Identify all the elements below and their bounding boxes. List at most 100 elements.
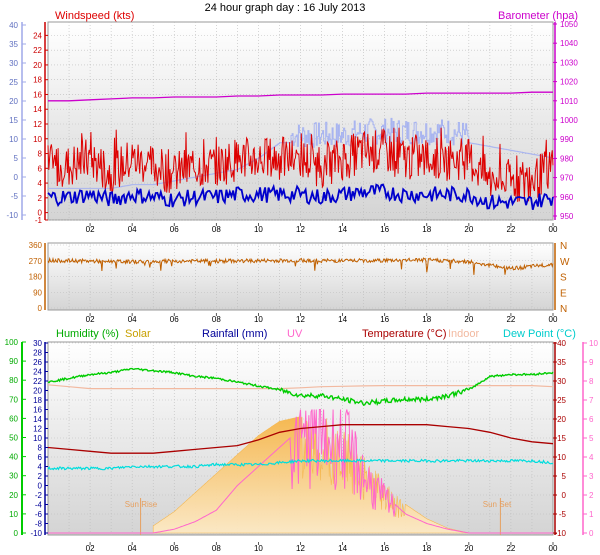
x-tick-label: 08: [212, 315, 221, 324]
rainfall-tick-label: 18: [33, 396, 42, 405]
baro-right-tick-label: 970: [560, 174, 574, 183]
rainfall-tick-label: 20: [33, 387, 42, 396]
humidity-tick-label: 10: [9, 510, 18, 519]
windspeed-axis-title: Windspeed (kts): [55, 10, 134, 22]
humidity-tick-label: 20: [9, 491, 18, 500]
x-tick-label: 02: [86, 315, 95, 324]
uv-tick-label: 5: [589, 434, 594, 443]
x-tick-label: 12: [296, 225, 305, 234]
baro-right-tick-label: 950: [560, 212, 574, 221]
x-tick-label: 02: [86, 225, 95, 234]
outer-left-tick-label: 35: [9, 40, 18, 49]
x-tick-label: 00: [549, 225, 558, 234]
x-tick-label: 06: [170, 225, 179, 234]
temperature-tick-label: 10: [557, 453, 566, 462]
baro-right-tick-label: 980: [560, 154, 574, 163]
uv-tick-label: 8: [589, 377, 594, 386]
x-tick-label: 18: [422, 225, 431, 234]
humidity-tick-label: 90: [9, 357, 18, 366]
x-tick-label: 18: [422, 544, 431, 553]
x-tick-label: 08: [212, 225, 221, 234]
windspeed-line: [47, 127, 554, 202]
multi-legend: Humidity (%) Solar Rainfall (mm) UV Temp…: [56, 328, 576, 340]
wind-direction-line: [47, 256, 554, 275]
x-tick-label: 12: [296, 315, 305, 324]
wind-left-tick-label: 14: [33, 105, 42, 114]
wind-left-tick-label: 22: [33, 46, 42, 55]
sun-set-label: Sun Set: [483, 500, 512, 509]
x-tick-label: 16: [380, 225, 389, 234]
x-tick-label: 10: [254, 225, 263, 234]
dew-point-line: [47, 458, 554, 471]
multi-series: [47, 367, 554, 535]
temperature-tick-label: 30: [557, 377, 566, 386]
direction-axes: 0 N 90 E 180 S 270 W 360 N 02 04 06 08 10 12 14 16 18 20 22 0…: [29, 241, 570, 324]
outer-left-tick-label: 40: [9, 21, 18, 30]
temperature-tick-label: 25: [557, 396, 566, 405]
wind-left-tick-label: 2: [38, 194, 43, 203]
temperature-line: [47, 424, 554, 454]
x-tick-label: 10: [254, 544, 263, 553]
baro-right-tick-label: 960: [560, 193, 574, 202]
x-tick-label: 22: [506, 544, 515, 553]
direction-tick-label: 90: [33, 288, 42, 297]
x-tick-label: 04: [128, 315, 137, 324]
humidity-tick-label: 40: [9, 453, 18, 462]
x-tick-label: 06: [170, 544, 179, 553]
wind-left-tick-label: 18: [33, 76, 42, 85]
compass-label: S: [560, 273, 567, 284]
baro-right-tick-label: 1040: [560, 39, 578, 48]
average-wind-line: [47, 183, 554, 211]
barometer-axis-title: Barometer (hpa): [498, 10, 578, 22]
temperature-tick-label: 40: [557, 339, 566, 348]
humidity-tick-label: 80: [9, 376, 18, 385]
x-tick-label: 04: [128, 544, 137, 553]
x-tick-label: 12: [296, 544, 305, 553]
uv-tick-label: 6: [589, 415, 594, 424]
humidity-line: [47, 367, 554, 407]
humidity-tick-label: 0: [14, 529, 19, 538]
rainfall-tick-label: 10: [33, 434, 42, 443]
rainfall-tick-label: -4: [35, 501, 43, 510]
uv-tick-label: 9: [589, 358, 594, 367]
temperature-tick-label: 15: [557, 434, 566, 443]
temperature-tick-label: 5: [562, 472, 567, 481]
temperature-tick-label: -10: [554, 529, 566, 538]
sun-rise-label: Sun Rise: [125, 500, 158, 509]
uv-tick-label: 7: [589, 396, 594, 405]
rainfall-tick-label: 4: [38, 463, 43, 472]
x-tick-label: 20: [464, 315, 473, 324]
outer-left-tick-label: 5: [14, 154, 19, 163]
temperature-tick-label: 0: [562, 491, 567, 500]
uv-tick-label: 3: [589, 472, 594, 481]
wind-left-tick-label: 10: [33, 135, 42, 144]
rainfall-tick-label: -8: [35, 520, 43, 529]
baro-right-tick-label: 1050: [560, 20, 578, 29]
wind-left-tick-label: 0: [38, 209, 43, 218]
baro-right-tick-label: 1000: [560, 116, 578, 125]
rainfall-tick-label: 12: [33, 425, 42, 434]
wind-left-tick-label: 12: [33, 120, 42, 129]
x-tick-label: 02: [86, 544, 95, 553]
temperature-tick-label: 20: [557, 415, 566, 424]
rainfall-tick-label: -2: [35, 491, 43, 500]
x-tick-label: 20: [464, 544, 473, 553]
x-tick-label: 22: [506, 225, 515, 234]
outer-left-tick-label: 15: [9, 116, 18, 125]
wind-left-tick-label: 4: [38, 179, 43, 188]
solar-area: [152, 416, 480, 534]
rainfall-tick-label: 22: [33, 377, 42, 386]
rainfall-tick-label: -6: [35, 510, 43, 519]
baro-right-tick-label: 1010: [560, 97, 578, 106]
barometer-line: [48, 91, 553, 102]
rainfall-tick-label: 6: [38, 453, 43, 462]
x-tick-label: 04: [128, 225, 137, 234]
compass-label: W: [560, 257, 570, 268]
outer-left-tick-label: 25: [9, 78, 18, 87]
x-tick-label: 00: [549, 315, 558, 324]
multi-axes: 0102030405060708090100-10-8-6-4-20246810…: [5, 338, 599, 553]
wind-left-tick-label: 8: [38, 150, 43, 159]
x-tick-label: 08: [212, 544, 221, 553]
compass-label: N: [560, 304, 567, 315]
